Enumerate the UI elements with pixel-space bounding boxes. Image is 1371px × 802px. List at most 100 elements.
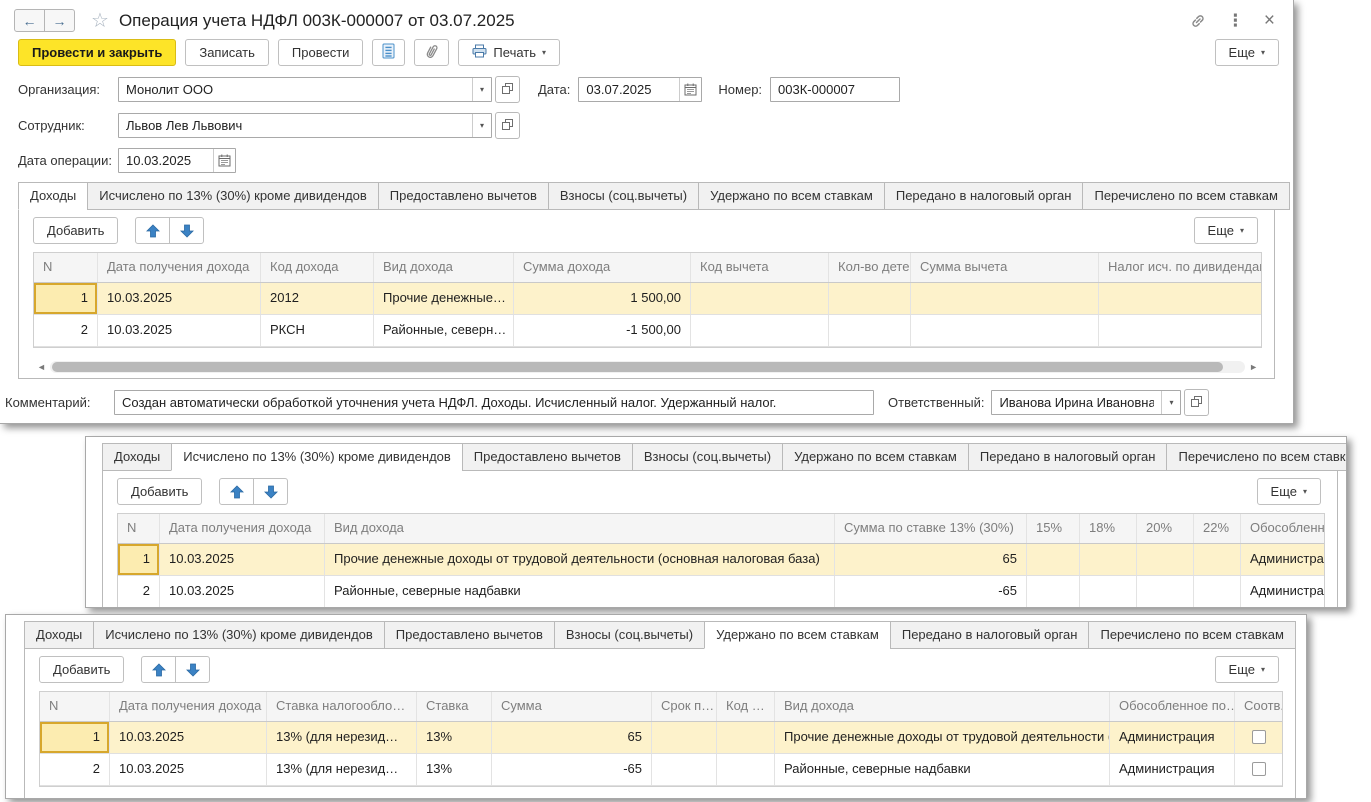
tab-5[interactable]: Удержано по всем ставкам xyxy=(698,182,885,210)
column-header[interactable]: Код вычета xyxy=(691,253,829,282)
move-up-button[interactable] xyxy=(141,656,177,683)
tab-6[interactable]: Передано в налоговый орган xyxy=(883,182,1084,210)
column-header[interactable]: Сумма дохода xyxy=(514,253,691,282)
column-header[interactable]: Вид дохода xyxy=(775,692,1110,721)
attachments-button[interactable] xyxy=(414,39,450,66)
column-header[interactable]: Дата получения дохода xyxy=(98,253,261,282)
column-header[interactable]: Обособленное под xyxy=(1241,514,1324,543)
responsible-input[interactable] xyxy=(992,391,1162,414)
tab-2[interactable]: Исчислено по 13% (30%) кроме дивидендов xyxy=(171,443,463,471)
table-row[interactable]: 2 10.03.2025 13% (для нерезид… 13% -65 Районн… xyxy=(40,754,1282,786)
tab-2[interactable]: Исчислено по 13% (30%) кроме дивидендов xyxy=(93,621,385,649)
column-header[interactable]: N xyxy=(34,253,98,282)
scroll-left-icon[interactable]: ◄ xyxy=(37,362,46,372)
column-header[interactable]: Кол-во детей xyxy=(829,253,911,282)
tab-1[interactable]: Доходы xyxy=(18,182,89,210)
write-button[interactable]: Записать xyxy=(185,39,269,66)
tab-3[interactable]: Предоставлено вычетов xyxy=(377,182,549,210)
dropdown-icon[interactable]: ▾ xyxy=(1161,391,1180,414)
column-header[interactable]: Сумма xyxy=(492,692,652,721)
grid-more-button[interactable]: Еще ▾ xyxy=(1193,217,1258,244)
tab-6[interactable]: Передано в налоговый орган xyxy=(889,621,1090,649)
tab-4[interactable]: Взносы (соц.вычеты) xyxy=(547,182,700,210)
table-row[interactable]: 1 10.03.2025 13% (для нерезид… 13% 65 Прочие … xyxy=(40,722,1282,754)
add-row-button[interactable]: Добавить xyxy=(33,217,119,244)
column-header[interactable]: 20% xyxy=(1137,514,1194,543)
table-row[interactable]: 1 10.03.2025 Прочие денежные доходы от тру… xyxy=(118,544,1324,576)
column-header[interactable]: Ставка налогообло… xyxy=(267,692,417,721)
organization-open-button[interactable] xyxy=(495,76,520,103)
tab-4[interactable]: Взносы (соц.вычеты) xyxy=(553,621,706,649)
dropdown-icon[interactable]: ▾ xyxy=(472,78,491,101)
column-header[interactable]: Сумма по ставке 13% (30%) xyxy=(835,514,1027,543)
scrollbar-thumb[interactable] xyxy=(51,362,1224,372)
operation-date-field[interactable] xyxy=(118,148,236,173)
back-button[interactable]: ← xyxy=(14,9,45,32)
column-header[interactable]: Срок п… xyxy=(652,692,717,721)
column-header[interactable]: Ставка xyxy=(417,692,492,721)
comment-input[interactable] xyxy=(114,390,874,415)
tab-5[interactable]: Удержано по всем ставкам xyxy=(704,621,891,649)
column-header[interactable]: 18% xyxy=(1080,514,1137,543)
table-row[interactable]: 1 10.03.2025 2012 Прочие денежные… 1 500,00 xyxy=(34,283,1261,315)
close-icon[interactable]: × xyxy=(1263,10,1275,31)
tab-7[interactable]: Перечислено по всем ставкам xyxy=(1082,182,1290,210)
date-input[interactable] xyxy=(579,78,680,101)
column-header[interactable]: Код … xyxy=(717,692,775,721)
column-header[interactable]: Дата получения дохода xyxy=(160,514,325,543)
tab-5[interactable]: Удержано по всем ставкам xyxy=(782,443,969,471)
tab-3[interactable]: Предоставлено вычетов xyxy=(383,621,555,649)
number-input[interactable] xyxy=(770,77,901,102)
calendar-icon[interactable] xyxy=(213,149,235,172)
column-header[interactable]: Код дохода xyxy=(261,253,374,282)
link-icon[interactable] xyxy=(1189,12,1207,30)
move-down-button[interactable] xyxy=(175,656,211,683)
column-header[interactable]: Сумма вычета xyxy=(911,253,1099,282)
more-button[interactable]: Еще ▾ xyxy=(1214,39,1279,66)
row-checkbox[interactable] xyxy=(1251,761,1266,776)
grid-more-button[interactable]: Еще ▾ xyxy=(1256,478,1321,505)
employee-open-button[interactable] xyxy=(495,112,520,139)
table-row[interactable]: 2 10.03.2025 Районные, северные надбавки -6… xyxy=(118,576,1324,607)
tab-2[interactable]: Исчислено по 13% (30%) кроме дивидендов xyxy=(87,182,379,210)
tab-1[interactable]: Доходы xyxy=(102,443,173,471)
move-up-button[interactable] xyxy=(135,217,171,244)
tab-6[interactable]: Передано в налоговый орган xyxy=(967,443,1168,471)
column-header[interactable]: Налог исч. по дивидендам, xyxy=(1099,253,1261,282)
column-header[interactable]: N xyxy=(40,692,110,721)
column-header[interactable]: Дата получения дохода xyxy=(110,692,267,721)
register-records-button[interactable] xyxy=(372,39,406,66)
tab-7[interactable]: Перечислено по всем ставкам xyxy=(1088,621,1296,649)
organization-input[interactable] xyxy=(119,78,472,101)
move-up-button[interactable] xyxy=(219,478,255,505)
row-checkbox[interactable] xyxy=(1251,729,1266,744)
column-header[interactable]: Соотв. xyxy=(1235,692,1282,721)
move-down-button[interactable] xyxy=(253,478,289,505)
add-row-button[interactable]: Добавить xyxy=(39,656,125,683)
dropdown-icon[interactable]: ▾ xyxy=(472,114,491,137)
calendar-icon[interactable] xyxy=(679,78,701,101)
scrollbar-track[interactable] xyxy=(49,361,1246,373)
responsible-open-button[interactable] xyxy=(1184,389,1210,416)
window-menu-icon[interactable]: ⋮ xyxy=(1226,11,1244,30)
responsible-field[interactable]: ▾ xyxy=(991,390,1182,415)
organization-field[interactable]: ▾ xyxy=(118,77,492,102)
employee-input[interactable] xyxy=(119,114,472,137)
column-header[interactable]: Вид дохода xyxy=(325,514,835,543)
print-button[interactable]: Печать ▾ xyxy=(458,39,561,66)
table-row[interactable]: 2 10.03.2025 РКСН Районные, северн… -1 500,0… xyxy=(34,315,1261,347)
column-header[interactable]: Вид дохода xyxy=(374,253,514,282)
column-header[interactable]: 22% xyxy=(1194,514,1241,543)
column-header[interactable]: 15% xyxy=(1027,514,1080,543)
tab-3[interactable]: Предоставлено вычетов xyxy=(461,443,633,471)
forward-button[interactable]: → xyxy=(44,9,75,32)
post-button[interactable]: Провести xyxy=(277,39,364,66)
tab-7[interactable]: Перечислено по всем ставкам xyxy=(1166,443,1346,471)
favorite-star-icon[interactable]: ☆ xyxy=(91,9,109,32)
column-header[interactable]: Обособленное по… xyxy=(1110,692,1235,721)
operation-date-input[interactable] xyxy=(119,149,213,172)
post-and-close-button[interactable]: Провести и закрыть xyxy=(18,39,177,66)
tab-4[interactable]: Взносы (соц.вычеты) xyxy=(631,443,784,471)
tab-1[interactable]: Доходы xyxy=(24,621,95,649)
column-header[interactable]: N xyxy=(118,514,160,543)
